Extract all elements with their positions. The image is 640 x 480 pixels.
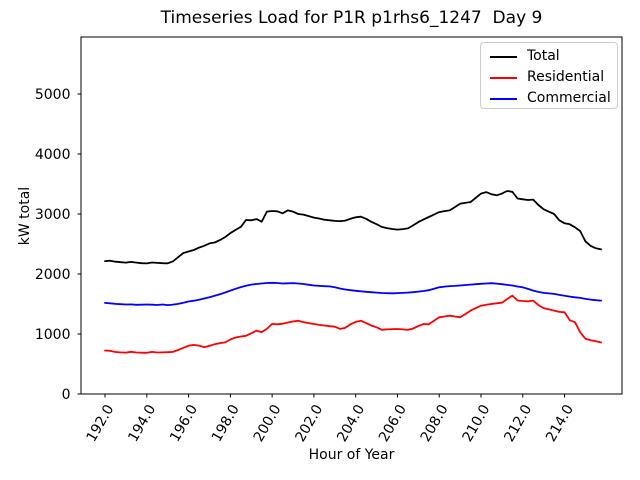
legend-entry-commercial: Commercial: [490, 88, 617, 109]
series-line-total: [104, 190, 602, 265]
legend-label: Commercial: [527, 90, 611, 106]
series-line-residential: [104, 294, 602, 354]
legend-entry-residential: Residential: [490, 67, 617, 88]
x-tick-label: 200.0: [251, 402, 285, 445]
x-tick-label: 194.0: [125, 402, 159, 445]
x-tick-label: 202.0: [292, 402, 326, 445]
x-tick-label: 206.0: [376, 402, 410, 445]
x-tick-label: 214.0: [543, 402, 577, 445]
y-tick-label: 0: [62, 387, 71, 403]
x-tick-label: 192.0: [84, 402, 118, 445]
x-tick-label: 212.0: [501, 402, 535, 445]
legend: Total Residential Commercial: [480, 42, 618, 109]
y-tick-label: 4000: [35, 147, 71, 163]
chart-title: Timeseries Load for P1R p1rhs6_1247 Day …: [160, 8, 543, 28]
y-tick-label: 3000: [35, 207, 71, 223]
legend-label: Total: [527, 48, 560, 64]
x-tick-label: 196.0: [167, 402, 201, 445]
y-tick-label: 1000: [35, 327, 71, 343]
y-tick-label: 5000: [35, 87, 71, 103]
legend-line-sample-residential: [490, 76, 517, 79]
x-tick-label: 204.0: [334, 402, 368, 445]
y-axis-label: kW total: [17, 186, 33, 246]
x-axis-label: Hour of Year: [308, 447, 395, 463]
y-tick-label: 2000: [35, 267, 71, 283]
legend-label: Residential: [527, 69, 605, 85]
x-tick-label: 208.0: [418, 402, 452, 445]
x-tick-label: 210.0: [460, 402, 494, 445]
legend-line-sample-commercial: [490, 97, 517, 100]
series-line-commercial: [104, 281, 602, 307]
legend-entry-total: Total: [490, 46, 617, 67]
legend-line-sample-total: [490, 55, 517, 58]
plot-border: [80, 36, 623, 395]
x-tick-label: 198.0: [209, 402, 243, 445]
